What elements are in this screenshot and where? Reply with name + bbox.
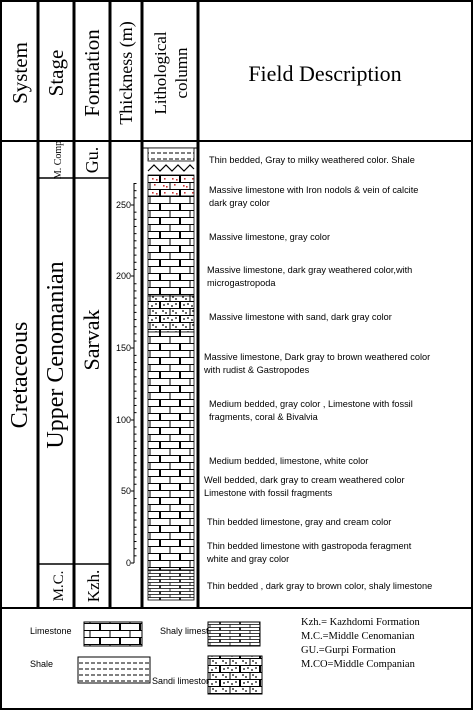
desc-11-line-1: Thin bedded limestone with gastropoda fe… [207, 541, 412, 551]
tick-label-50: 50 [121, 486, 131, 496]
desc-3-line-1: Massive limestone, gray color [209, 232, 330, 242]
abbr-mco: M.CO=Middle Companian [301, 659, 416, 670]
stage-mc: M.C. [51, 571, 67, 602]
header-field-description: Field Description [248, 61, 401, 86]
tick-label-150: 150 [116, 343, 131, 353]
thickness-minor-ticks [134, 183, 137, 557]
legend-swatch-shale [77, 656, 151, 684]
header-lithological: Lithological [151, 31, 170, 114]
desc-6-line-2: with rudist & Gastropodes [203, 365, 310, 375]
header-column: column [172, 47, 191, 98]
system-cretaceous: Cretaceous [7, 322, 33, 429]
layer-massive-limestone-upper [147, 195, 195, 297]
legend: Limestone Shale Shaly limestone Sandi li… [30, 617, 421, 695]
layer-shaly-limestone-base [147, 569, 195, 601]
desc-5-line-1: Massive limestone with sand, dark gray c… [209, 312, 392, 322]
desc-4-line-1: Massive limestone, dark gray weathered c… [207, 265, 412, 275]
legend-label-shale: Shale [30, 659, 53, 669]
layer-limestone-main [147, 331, 195, 571]
desc-7-line-1: Medium bedded, gray color , Limestone wi… [209, 399, 413, 409]
tick-label-0: 0 [126, 558, 131, 568]
desc-1-line-1: Thin bedded, Gray to milky weathered col… [209, 155, 415, 165]
unconformity-zigzag [147, 164, 195, 172]
desc-7-line-2: fragments, coral & Bivalvia [209, 412, 319, 422]
formation-sarvak: Sarvak [79, 309, 104, 370]
layer-iron-nodule-limestone [147, 174, 195, 197]
desc-6-line-1: Massive limestone, Dark gray to brown we… [204, 352, 430, 362]
layer-sandy-limestone [147, 295, 195, 333]
abbr-kzh: Kzh.= Kazhdomi Formation [301, 617, 421, 628]
desc-2-line-2: dark gray color [209, 198, 270, 208]
lithological-column [147, 147, 195, 601]
header-system: System [8, 42, 32, 104]
header-formation: Formation [80, 29, 104, 117]
field-descriptions: Thin bedded, Gray to milky weathered col… [203, 155, 432, 591]
layer-shale-top [147, 147, 195, 162]
header-thickness: Thickness (m) [116, 21, 137, 124]
legend-swatch-shaly-limestone [207, 621, 261, 647]
desc-11-line-2: white and gray color [206, 554, 289, 564]
desc-4-line-2: microgastropoda [207, 278, 276, 288]
thickness-tick-labels: 250 200 150 100 50 0 [116, 200, 131, 568]
legend-label-limestone: Limestone [30, 626, 72, 636]
tick-label-200: 200 [116, 271, 131, 281]
header-stage: Stage [44, 50, 68, 97]
stage-upper-cenomanian: Upper Cenomanian [43, 261, 69, 448]
legend-swatch-limestone [83, 621, 143, 647]
legend-label-sandi-limestone: Sandi limestone [152, 676, 216, 686]
desc-10-line-1: Thin bedded limestone, gray and cream co… [207, 517, 391, 527]
legend-swatch-sandi-limestone [207, 655, 263, 695]
thickness-scale [131, 183, 135, 564]
formation-gu: Gu. [82, 147, 102, 174]
tick-label-100: 100 [116, 415, 131, 425]
desc-8-line-1: Medium bedded, limestone, white color [209, 456, 368, 466]
tick-label-250: 250 [116, 200, 131, 210]
formation-kzh: Kzh. [84, 570, 103, 603]
desc-9-line-2: Limestone with fossil fragments [204, 488, 333, 498]
legend-label-shaly-limestone: Shaly limestone [160, 626, 224, 636]
desc-9-line-1: Well bedded, dark gray to cream weathere… [204, 475, 405, 485]
stage-m-comp: M. Comp [53, 141, 64, 179]
desc-2-line-1: Massive limestone with Iron nodols & vei… [209, 185, 418, 195]
abbr-mc: M.C.=Middle Cenomanian [301, 631, 415, 642]
abbr-gu: GU.=Gurpi Formation [301, 645, 396, 656]
desc-12-line-1: Thin bedded , dark gray to brown color, … [207, 581, 432, 591]
